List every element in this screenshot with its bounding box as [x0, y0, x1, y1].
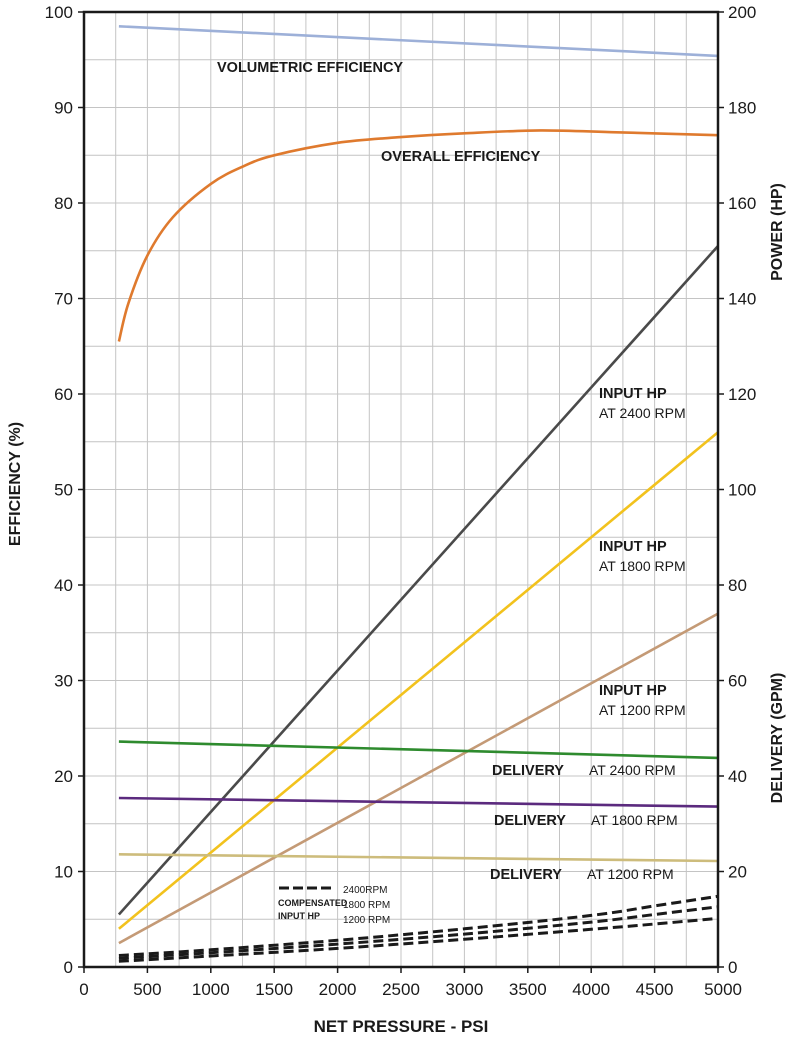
y-axis-title-delivery: DELIVERY (GPM): [769, 673, 786, 804]
y-left-tick-label: 40: [54, 576, 73, 595]
y-left-tick-label: 10: [54, 863, 73, 882]
label-input-hp-1200: INPUT HP: [599, 683, 667, 699]
y-left-tick-label: 100: [45, 3, 73, 22]
x-tick-label: 1500: [255, 980, 293, 999]
x-tick-label: 4000: [572, 980, 610, 999]
series-line-hp1200: [118, 612, 719, 945]
legend-input-hp-label: INPUT HP: [278, 911, 320, 921]
label-input-hp-2400: INPUT HP: [599, 386, 667, 402]
x-tick-label: 2000: [319, 980, 357, 999]
series-line-del1800: [118, 796, 719, 808]
y-left-tick-label: 30: [54, 672, 73, 691]
y-left-tick-label: 80: [54, 194, 73, 213]
y-left-tick-label: 0: [64, 958, 73, 977]
y-right-tick-label: 40: [728, 767, 747, 786]
x-tick-label: 3000: [445, 980, 483, 999]
series-line-comp1200: [118, 916, 719, 963]
x-tick-label: 2500: [382, 980, 420, 999]
y-right-tick-label: 20: [728, 863, 747, 882]
label-delivery-1200: DELIVERY: [490, 867, 562, 883]
x-tick-label: 3500: [509, 980, 547, 999]
x-tick-label: 1000: [192, 980, 230, 999]
legend-compensated-label: COMPENSATED: [278, 898, 348, 908]
y-right-tick-label: 60: [728, 672, 747, 691]
legend-entry-1800: 1800 RPM: [343, 900, 390, 911]
y-left-tick-label: 50: [54, 481, 73, 500]
y-left-tick-label: 60: [54, 385, 73, 404]
tick-labels: 0 500 1000 1500 2000 2500 3000 3500 4000 4500 5000…: [45, 3, 757, 999]
series-line-overall: [117, 129, 719, 342]
y-right-tick-label: 80: [728, 576, 747, 595]
y-axis-title-left: EFFICIENCY (%): [7, 422, 24, 546]
x-tick-label: 500: [133, 980, 161, 999]
y-right-tick-label: 100: [728, 481, 756, 500]
series-line-hp1800: [118, 431, 719, 930]
series-line-vol: [118, 25, 719, 58]
label-delivery-1200-rpm: AT 1200 RPM: [587, 866, 674, 882]
label-input-hp-1800-rpm: AT 1800 RPM: [599, 558, 686, 574]
series-line-comp2400: [118, 894, 719, 957]
x-tick-label: 4500: [636, 980, 674, 999]
label-overall-efficiency: OVERALL EFFICIENCY: [381, 149, 541, 165]
label-input-hp-1800: INPUT HP: [599, 539, 667, 555]
series-line-del1200: [118, 853, 719, 863]
y-axis-title-power: POWER (HP): [769, 183, 786, 281]
label-delivery-1800-rpm: AT 1800 RPM: [591, 812, 678, 828]
x-axis-title: NET PRESSURE - PSI: [314, 1017, 489, 1036]
series-layer: [117, 25, 719, 963]
y-left-tick-label: 20: [54, 767, 73, 786]
y-right-tick-label: 0: [728, 958, 737, 977]
series-line-hp2400: [117, 245, 719, 916]
y-right-tick-label: 160: [728, 194, 756, 213]
label-delivery-1800: DELIVERY: [494, 813, 566, 829]
series-line-del2400: [118, 740, 719, 760]
y-left-tick-label: 70: [54, 290, 73, 309]
label-delivery-2400: DELIVERY: [492, 763, 564, 779]
x-tick-label: 5000: [704, 980, 742, 999]
legend-entry-1200: 1200 RPM: [343, 915, 390, 926]
y-right-tick-label: 140: [728, 290, 756, 309]
y-right-tick-label: 120: [728, 385, 756, 404]
y-left-tick-label: 90: [54, 99, 73, 118]
label-input-hp-1200-rpm: AT 1200 RPM: [599, 702, 686, 718]
label-volumetric-efficiency: VOLUMETRIC EFFICIENCY: [217, 60, 403, 76]
compensated-legend: COMPENSATED INPUT HP 2400RPM 1800 RPM 12…: [278, 885, 390, 926]
x-tick-label: 0: [79, 980, 88, 999]
legend-entry-2400: 2400RPM: [343, 885, 387, 896]
label-delivery-2400-rpm: AT 2400 RPM: [589, 762, 676, 778]
y-right-tick-label: 180: [728, 99, 756, 118]
label-input-hp-2400-rpm: AT 2400 RPM: [599, 405, 686, 421]
grid: [84, 12, 718, 967]
series-line-comp1800: [118, 905, 719, 960]
y-right-tick-label: 200: [728, 3, 756, 22]
